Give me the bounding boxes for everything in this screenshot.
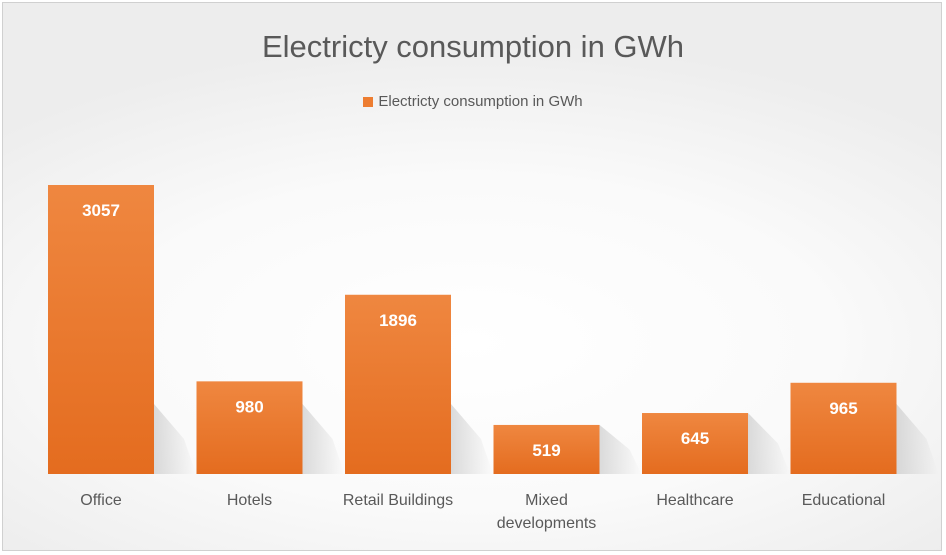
category-label: Retail Buildings <box>343 492 453 509</box>
data-label: 519 <box>532 441 560 460</box>
bar-shadow <box>451 404 493 474</box>
category-label: Hotels <box>227 492 272 509</box>
chart-title: Electricty consumption in GWh <box>261 29 685 64</box>
bar-shadow <box>302 404 345 474</box>
bar-mixed-developments <box>493 424 600 474</box>
category-label: Mixed developments <box>497 492 597 532</box>
bar-office <box>48 185 154 474</box>
bar-healthcare <box>642 413 748 474</box>
bar-educational <box>790 382 897 474</box>
category-label: Educational <box>802 492 886 509</box>
bar-shadow <box>748 413 790 474</box>
bar-shadow <box>154 404 196 474</box>
category-label: Healthcare <box>656 492 733 509</box>
bar-shadow <box>896 404 939 474</box>
data-label: 3057 <box>82 201 120 220</box>
legend-swatch <box>363 96 374 107</box>
bar-shadow <box>599 424 642 474</box>
chart-legend: Electricty consumption in GWh <box>3 93 943 110</box>
data-label: 645 <box>681 429 709 448</box>
data-label: 1896 <box>379 311 417 330</box>
data-label: 965 <box>829 399 857 418</box>
legend-label: Electricty consumption in GWh <box>378 93 583 110</box>
data-label: 980 <box>235 397 263 416</box>
bar-retail-buildings <box>345 294 451 474</box>
category-label: Office <box>80 492 122 509</box>
bar-hotels <box>196 381 303 474</box>
